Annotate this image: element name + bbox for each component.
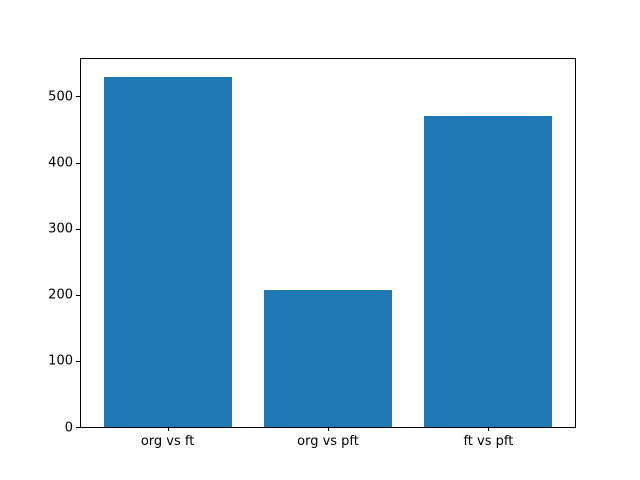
y-tick-mark <box>76 427 80 428</box>
x-tick-mark <box>167 427 169 431</box>
y-tick-label: 100 <box>48 353 73 369</box>
y-tick-mark <box>76 294 80 296</box>
y-tick-label: 0 <box>64 420 73 435</box>
y-tick-mark <box>76 360 80 362</box>
y-tick-label: 500 <box>48 89 73 105</box>
y-tick-mark <box>76 162 80 164</box>
bar-org-vs-ft <box>103 76 232 427</box>
plot-area: 0 100 200 300 400 500 org vs ft org vs pft ft vs… <box>48 58 576 449</box>
bar-org-vs-pft <box>263 289 393 427</box>
y-tick-label: 400 <box>48 155 73 171</box>
y-tick-label: 300 <box>48 221 73 237</box>
x-tick-mark <box>328 427 329 431</box>
y-tick-label: 200 <box>48 287 73 303</box>
bar-ft-vs-pft <box>424 116 553 427</box>
y-tick-mark <box>76 228 80 230</box>
x-tick-mark <box>488 427 490 431</box>
y-tick-mark <box>76 96 80 98</box>
x-tick-label: org vs ft <box>140 434 195 449</box>
x-tick-label: ft vs pft <box>463 434 514 449</box>
x-tick-label: org vs pft <box>297 434 359 449</box>
